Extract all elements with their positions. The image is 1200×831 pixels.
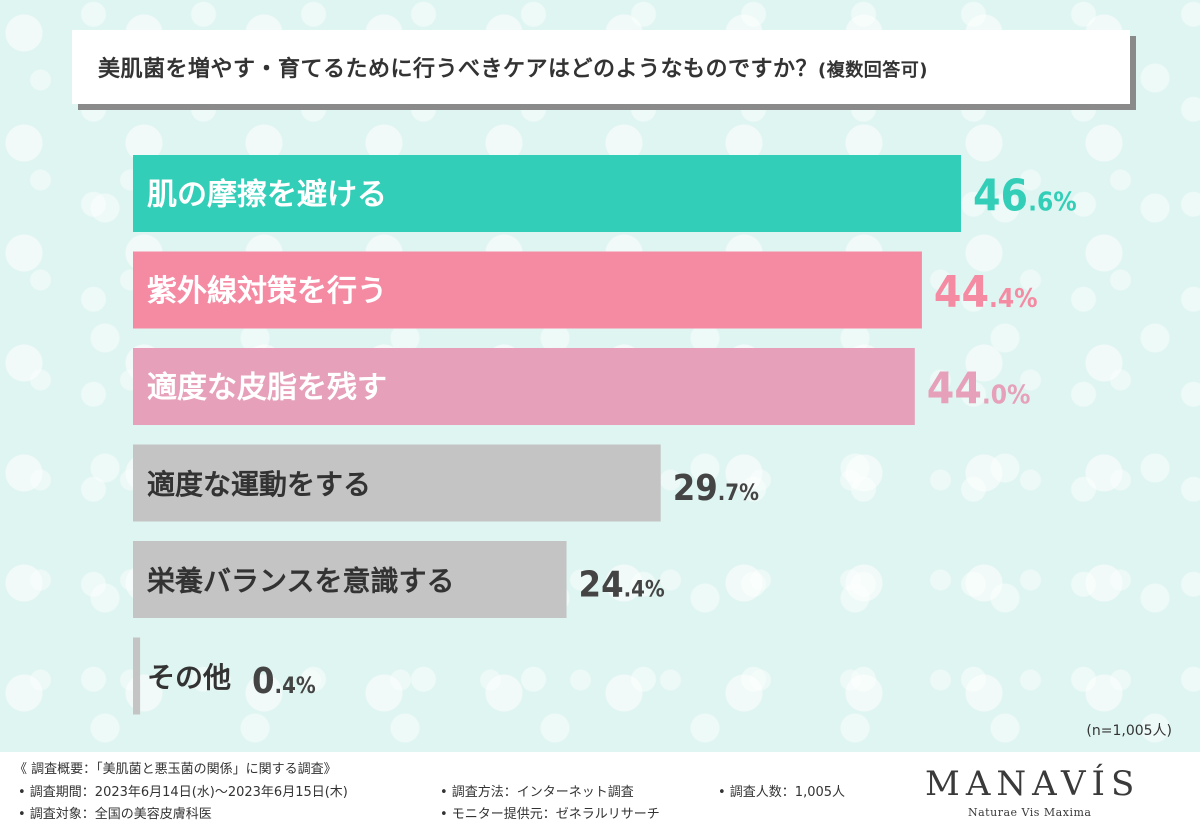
survey-method: • 調査方法：インターネット調査 — [440, 785, 634, 800]
survey-period: • 調査期間：2023年6月14日(水)～2023年6月15日(木) — [18, 785, 348, 800]
value-label-0: 46.6% — [973, 171, 1077, 222]
title-box: 美肌菌を増やす・育てるために行うべきケアはどのようなものですか？(複数回答可) — [72, 30, 1130, 104]
value-label-3: 29.7% — [673, 468, 759, 509]
bar-4 — [133, 541, 567, 618]
title-main: 美肌菌を増やす・育てるために行うべきケアはどのようなものですか？ — [98, 57, 819, 82]
value-label-1: 44.4% — [934, 267, 1038, 318]
bar-label-0: 肌の摩擦を避ける — [147, 178, 387, 213]
value-label-4: 24.4% — [579, 565, 665, 606]
bar-0 — [133, 155, 961, 232]
sample-size-label: (n=1,005人) — [1086, 723, 1172, 739]
bar-3 — [133, 444, 661, 522]
bar-chart: 肌の摩擦を避ける 46.6% 紫外線対策を行う 44.4% 適度な皮脂を残す 44.0% 適… — [133, 155, 1077, 715]
bar-label-4: 栄養バランスを意識する — [147, 565, 454, 598]
survey-target: • 調査対象：全国の美容皮膚科医 — [18, 807, 212, 822]
bar-label-1: 紫外線対策を行う — [147, 274, 387, 309]
survey-provider: • モニター提供元：ゼネラルリサーチ — [440, 807, 660, 822]
bar-5 — [133, 637, 141, 715]
brand-tagline: Naturae Vis Maxima — [968, 806, 1092, 819]
value-label-5: 0.4% — [252, 661, 316, 702]
value-label-2: 44.0% — [927, 364, 1031, 415]
bar-label-2: 適度な皮脂を残す — [147, 371, 387, 406]
survey-summary: 《 調査概要：「美肌菌と悪玉菌の関係」に関する調査》 — [14, 762, 337, 777]
brand-logo: MANAVÍS — [925, 764, 1141, 804]
bar-1 — [133, 251, 922, 329]
survey-count: • 調査人数：1,005人 — [718, 785, 846, 800]
bar-label-5: その他 — [147, 661, 231, 694]
bar-label-3: 適度な運動をする — [147, 468, 371, 501]
survey-footer: 《 調査概要：「美肌菌と悪玉菌の関係」に関する調査》 • 調査期間：2023年6… — [0, 752, 1200, 831]
chart-title: 美肌菌を増やす・育てるために行うべきケアはどのようなものですか？(複数回答可) — [98, 51, 928, 83]
bar-2 — [133, 348, 915, 425]
title-note: (複数回答可) — [818, 60, 928, 81]
